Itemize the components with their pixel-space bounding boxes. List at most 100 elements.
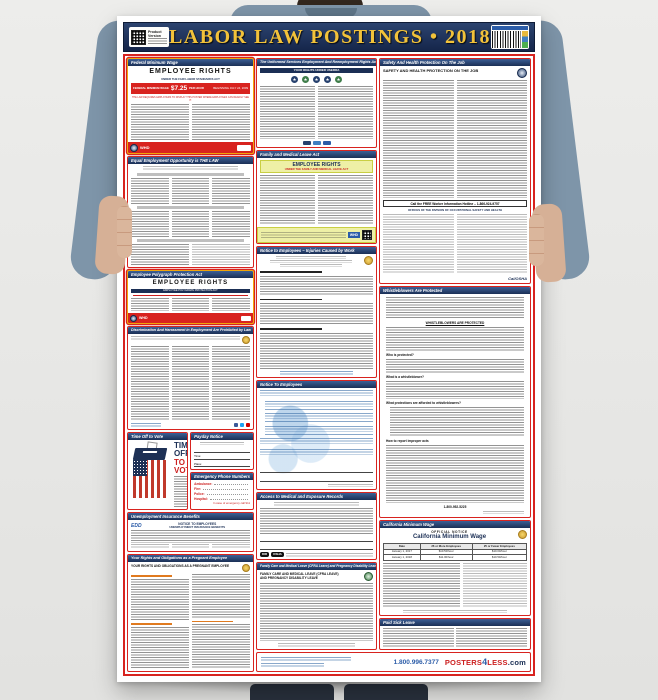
section-header-userra: The Uniformed Services Employment And Re…: [257, 59, 376, 66]
whistle-q4: How to report improper acts: [386, 439, 429, 443]
flsa-wage-label: FEDERAL MINIMUM WAGE: [133, 86, 169, 91]
poster-content: Federal Minimum Wage EMPLOYEE RIGHTS UND…: [123, 54, 535, 676]
agency-logo: [302, 140, 311, 145]
section-edd-notice-to-employees: Notice To Employees: [256, 380, 377, 490]
userra-icon-row: ★ ★ ★ ★ ★: [260, 75, 373, 84]
text-block: [265, 413, 373, 423]
section-cfra-pregnancy-disability: Family Care and Medical Leave (CFRA Leav…: [256, 562, 377, 650]
fmla-title-box: EMPLOYEE RIGHTS UNDER THE FAMILY AND MED…: [260, 160, 373, 174]
form-number: [327, 484, 373, 487]
userra-title: YOUR RIGHTS UNDER USERRA: [260, 68, 373, 73]
person-right-fingers: [529, 214, 544, 266]
agency-logo: [322, 140, 331, 145]
text-block: [386, 359, 524, 373]
camw-official-notice: OFFICIAL NOTICE: [431, 530, 468, 534]
footer-phone: 1.800.996.7377: [393, 658, 439, 666]
state-seal-icon: [242, 564, 250, 572]
text-block: [260, 86, 315, 139]
text-block: [148, 38, 167, 44]
barcode-icon: [491, 31, 521, 48]
section-injuries-caused-by-work: Notice to Employees – Injuries Caused by…: [256, 246, 377, 378]
state-seal-icon: [518, 530, 527, 539]
divider: [133, 295, 248, 296]
section-header-vote: Time Off to Vote: [128, 433, 188, 440]
section-federal-minimum-wage: Federal Minimum Wage EMPLOYEE RIGHTS UND…: [127, 58, 254, 154]
pregnant-title: YOUR RIGHTS AND OBLIGATIONS AS A PREGNAN…: [131, 564, 230, 568]
text-block: [171, 544, 210, 549]
qr-code-icon: [131, 29, 146, 45]
text-block: [280, 371, 353, 375]
emergency-row: Ambulance:: [194, 482, 250, 486]
fmla-agency: WHD: [347, 232, 360, 238]
whistle-hotline: 1-800-952-5225: [443, 505, 467, 509]
text-block: [143, 166, 238, 171]
text-block: [200, 442, 244, 446]
dol-seal-icon: [130, 143, 138, 152]
text-block: [261, 657, 351, 662]
text-block: [270, 260, 352, 263]
text-block: [192, 624, 250, 669]
dfeh-logo: [131, 422, 161, 427]
eppa-agency: WHD: [139, 316, 148, 320]
ballot-box-icon: [131, 441, 171, 500]
payday-emergency-stack: Payday Notice Time: Place:: [190, 432, 254, 510]
section-pregnant-employee: Your Rights and Obligations as a Pregnan…: [127, 554, 254, 672]
text-block: [260, 303, 373, 326]
flsa-footer-box: [237, 144, 251, 151]
dir-logo: DIR: [260, 552, 270, 557]
bold-lead-line: [260, 271, 323, 273]
fmla-title: EMPLOYEE RIGHTS: [292, 162, 341, 168]
whistle-q3: What protections are afforded to whistle…: [386, 401, 461, 405]
offices-table-right: [456, 214, 527, 274]
section-header-emergency: Emergency Phone Numbers: [191, 473, 253, 480]
text-block: [212, 178, 251, 204]
twitter-icon: [239, 422, 244, 427]
person-shirt-collar: [305, 8, 357, 18]
section-polygraph-protection-act: Employee Polygraph Protection Act EMPLOY…: [127, 270, 254, 324]
section-discrimination-harassment: Discrimination And Harassment in Employm…: [127, 326, 254, 430]
eppa-title: EMPLOYEE RIGHTS: [152, 280, 229, 286]
text-block: [212, 211, 251, 237]
calosha-hotline: Call the FREE Worker Information Hotline…: [383, 200, 527, 207]
flsa-effective-date: BEGINNING JULY 24, 2009: [213, 86, 248, 91]
ui-title: NOTICE TO EMPLOYEES: [178, 522, 217, 526]
section-emergency-phone-numbers: Emergency Phone Numbers Ambulance: Fire:…: [190, 472, 254, 510]
star-circle-icon: ★: [302, 76, 309, 83]
eeo-subheading-band: [137, 206, 244, 209]
text-block: [131, 104, 189, 140]
eppa-footer-box: [241, 315, 251, 321]
brand-pre: POSTERS: [444, 658, 483, 667]
bold-lead-line: [260, 328, 323, 330]
youtube-icon: [245, 422, 250, 427]
text-block: [131, 178, 169, 204]
poster-header: Product Version LABOR LAW POSTINGS • 201…: [123, 22, 535, 52]
offices-table-left: [383, 214, 454, 274]
section-header-records: Access to Medical and Exposure Records: [257, 493, 376, 500]
edd-logo: EDD: [131, 522, 142, 529]
brand-post: LESS: [487, 658, 508, 667]
section-paid-sick-leave: Paid Sick Leave: [379, 618, 531, 650]
calosha-offices-title: OFFICES OF THE DIVISION OF OCCUPATIONAL …: [407, 208, 503, 212]
section-header-fmla: Family and Medical Leave Act: [257, 151, 376, 158]
text-block: [285, 552, 373, 557]
brand-tld: .com: [507, 658, 526, 667]
ui-subtitle: UNEMPLOYMENT INSURANCE BENEFITS: [169, 525, 226, 529]
section-header-eppa: Employee Polygraph Protection Act: [128, 271, 253, 278]
bold-lead-line: [260, 298, 323, 301]
section-unemployment-insurance: Unemployment Insurance Benefits EDD NOTI…: [127, 512, 254, 552]
footer-brand-logo: POSTERS4LESS.com: [445, 657, 526, 667]
eppa-subtitle: EMPLOYEE POLYGRAPH PROTECTION ACT: [131, 289, 250, 293]
text-block: [276, 256, 346, 259]
left-column: Federal Minimum Wage EMPLOYEE RIGHTS UND…: [127, 58, 254, 672]
facebook-icon: [233, 422, 238, 427]
text-block: [278, 643, 355, 647]
camw-td: January 1, 2018: [383, 554, 421, 561]
qr-code-icon: [362, 230, 372, 240]
signature-line: [260, 467, 373, 473]
text-block: [265, 425, 373, 436]
text-block: [192, 574, 250, 619]
text-block: [260, 390, 373, 398]
flsa-wage-amount: $7.25: [170, 85, 188, 93]
text-block: [386, 327, 524, 351]
